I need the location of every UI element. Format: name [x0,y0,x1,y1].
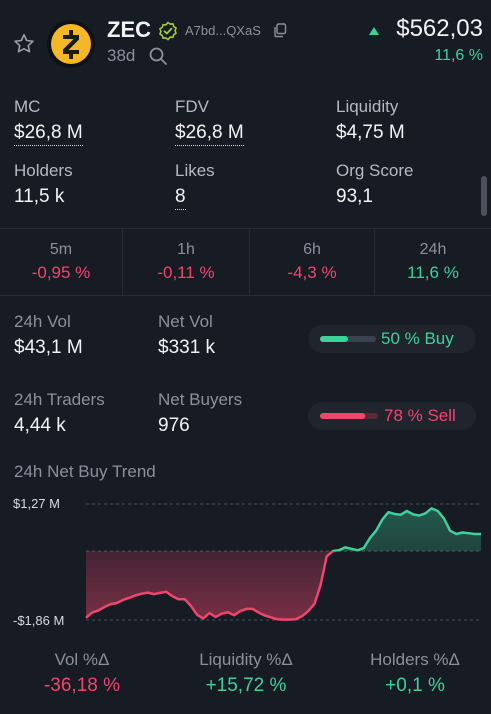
likes-label: Likes [175,161,215,180]
traders-value: 4,44 k [14,415,66,436]
period-change-row: 5m -0,95 % 1h -0,11 % 6h -4,3 % 24h 11,6… [0,228,491,296]
org-score-value: 93,1 [336,186,373,207]
token-age: 38d [107,46,136,65]
buy-ratio-bar [320,336,376,342]
positive-line [330,507,481,552]
vol-delta-label: Vol %Δ [54,650,110,669]
vol-delta-value: -36,18 % [43,675,121,696]
y-max-label: $1,27 M [13,496,60,511]
net-buy-trend-chart[interactable] [0,488,491,638]
mc-value[interactable]: $26,8 M [14,122,83,146]
liquidity-value: $4,75 M [336,122,405,143]
net-buyers-label: Net Buyers [158,390,243,409]
liquidity-label: Liquidity [336,97,399,116]
net-vol-label: Net Vol [158,312,213,331]
holders-value: 11,5 k [14,186,65,207]
vol-value: $43,1 M [14,337,83,358]
net-buyers-value: 976 [158,415,190,436]
divider [374,229,375,295]
negative-area [86,551,481,620]
price-change: 11,6 % [434,47,483,64]
liquidity-delta-value: +15,72 % [205,675,287,696]
divider [122,229,123,295]
mc-label: MC [14,97,41,116]
divider [249,229,250,295]
holders-label: Holders [14,161,73,180]
copy-icon[interactable] [272,22,288,38]
fdv-label: FDV [175,97,209,116]
period-value: 11,6 % [407,263,459,282]
period-label: 6h [303,241,321,258]
net-vol-value: $331 k [158,337,216,358]
period-label: 1h [177,241,195,258]
period-value: -4,3 % [287,263,337,282]
token-price: $562,03 [396,15,483,42]
trend-title: 24h Net Buy Trend [14,462,156,481]
zcash-logo [47,20,95,68]
up-triangle-icon [369,27,379,35]
likes-value[interactable]: 8 [175,186,186,210]
star-icon[interactable] [12,32,36,56]
period-6h[interactable]: 6h -4,3 % [250,229,374,295]
traders-label: 24h Traders [14,390,105,409]
holders-delta-label: Holders %Δ [370,650,460,669]
period-label: 5m [49,241,73,258]
holders-delta-value: +0,1 % [385,675,445,696]
search-icon[interactable] [148,46,168,66]
token-address[interactable]: A7bd...QXaS [185,23,261,38]
token-symbol: ZEC [107,17,151,42]
fdv-value[interactable]: $26,8 M [175,122,244,146]
sell-ratio-pill: 78 % Sell [308,402,476,430]
buy-ratio-pill: 50 % Buy [308,325,476,353]
scrollbar-thumb[interactable] [481,176,487,216]
period-1h[interactable]: 1h -0,11 % [123,229,249,295]
liquidity-delta-label: Liquidity %Δ [199,650,293,669]
org-score-label: Org Score [336,161,414,180]
period-5m[interactable]: 5m -0,95 % [0,229,122,295]
y-min-label: -$1,86 M [13,613,65,628]
verified-icon [159,21,177,41]
period-label: 24h [419,241,447,258]
negative-line [85,551,360,621]
buy-ratio-text: 50 % Buy [381,329,454,348]
period-value: -0,95 % [31,263,91,282]
period-24h[interactable]: 24h 11,6 % [375,229,491,295]
period-value: -0,11 % [157,263,215,282]
vol-label: 24h Vol [14,312,71,331]
sell-ratio-text: 78 % Sell [384,406,456,425]
sell-ratio-bar [320,413,378,419]
